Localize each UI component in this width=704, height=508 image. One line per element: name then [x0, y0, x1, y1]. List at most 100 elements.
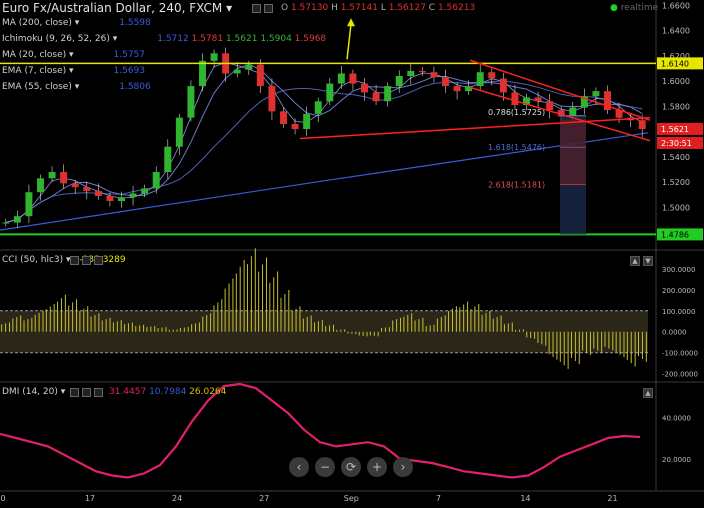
candle-body — [2, 222, 10, 224]
candle-body — [83, 187, 91, 191]
candle-body — [384, 86, 392, 102]
candle-body — [94, 190, 102, 196]
fib-0786-label: 0.786(1.5725) — [488, 108, 545, 117]
chart-title[interactable]: Euro Fx/Australian Dollar, 240, FXCM ▾ — [2, 1, 233, 15]
time-tick-label: 27 — [259, 494, 269, 503]
scroll-right-button[interactable]: › — [393, 457, 413, 477]
candle-body — [442, 77, 449, 87]
dmi-tick-label: 20.0000 — [662, 456, 691, 464]
cci-band — [0, 310, 648, 353]
candle-body — [395, 76, 403, 87]
candle-body — [326, 83, 334, 102]
candle-body — [546, 101, 554, 111]
dmi-settings-icon[interactable] — [70, 388, 79, 397]
support-badge-bg — [657, 228, 703, 241]
pane-up-icon-2[interactable]: ▲ — [643, 388, 653, 398]
candle-body — [199, 60, 206, 87]
candle-body — [638, 120, 646, 130]
candle-body — [418, 70, 426, 73]
legend-label: MA (20, close) ▾ — [2, 50, 74, 60]
legend-label: MA (200, close) ▾ — [2, 18, 80, 28]
ema55-line — [5, 80, 643, 223]
settings-icon[interactable] — [252, 4, 261, 13]
last-price-badge-bg — [657, 122, 703, 135]
scroll-left-button[interactable]: ‹ — [289, 457, 309, 477]
candle-body — [291, 124, 299, 130]
legend-row[interactable]: EMA (7, close) ▾ 1.5693 — [2, 65, 145, 77]
candle-body — [25, 192, 33, 217]
legend-row[interactable]: EMA (55, close) ▾ 1.5806 — [2, 81, 151, 93]
candle-body — [534, 97, 542, 102]
legend-value: 1.5757 — [113, 50, 146, 60]
dmi-hide-icon[interactable] — [82, 388, 91, 397]
candle-body — [361, 83, 368, 93]
candle-body — [430, 72, 438, 78]
hide-icon[interactable] — [264, 4, 273, 13]
price-tick-label: 1.6200 — [662, 52, 690, 61]
dmi-line — [0, 382, 641, 479]
cci-tick-label: 100.0000 — [662, 308, 695, 316]
candle-body — [245, 64, 253, 70]
fib-2618-label: 2.618(1.5181) — [488, 181, 545, 190]
candle-body — [349, 73, 357, 84]
cci-hide-icon[interactable] — [82, 256, 91, 265]
dmi-tick-label: 40.0000 — [662, 414, 691, 422]
pane-up-icon[interactable]: ▲ — [630, 256, 640, 266]
pane-down-icon[interactable]: ▼ — [643, 256, 653, 266]
dmi-label[interactable]: DMI (14, 20) ▾ 31.4457 10.7984 26.0264 — [2, 387, 227, 397]
candle-body — [71, 183, 79, 188]
cci-tick-label: -100.0000 — [662, 350, 698, 358]
legend-value: 1.5712 — [157, 34, 192, 44]
candle-body — [129, 193, 137, 198]
trendline — [469, 59, 651, 121]
price-tick-label: 1.6600 — [662, 1, 690, 10]
cci-close-icon[interactable] — [94, 256, 103, 265]
main-price-panel: 0.786(1.5725) 1.618(1.5476) 2.618(1.5181) — [0, 18, 656, 236]
candle-body — [592, 91, 600, 97]
zoom-out-button[interactable]: − — [315, 457, 335, 477]
candle-body — [453, 86, 461, 92]
legend-row[interactable]: MA (20, close) ▾ 1.5757 — [2, 49, 145, 61]
candle-body — [407, 70, 415, 76]
time-tick-label: 17 — [85, 494, 95, 503]
legend-label: EMA (55, close) ▾ — [2, 82, 80, 92]
grid — [0, 0, 704, 492]
dmi-close-icon[interactable] — [94, 388, 103, 397]
candle-body — [118, 197, 125, 202]
candle-body — [152, 172, 160, 189]
candle-body — [141, 188, 149, 194]
last-price-badge: 1.5621 — [661, 125, 689, 134]
candle-body — [164, 146, 172, 172]
time-tick-label: 21 — [607, 494, 617, 503]
time-tick-label: Sep — [344, 494, 359, 503]
candle-body — [60, 172, 68, 184]
fib-projection-fill — [560, 119, 586, 185]
candle-body — [13, 216, 21, 223]
zoom-in-button[interactable]: + — [367, 457, 387, 477]
legend-value: 1.5693 — [113, 66, 146, 76]
legend-row[interactable]: Ichimoku (9, 26, 52, 26) ▾ 1.5712 1.5781 … — [2, 33, 326, 45]
reset-button[interactable]: ⟳ — [341, 457, 361, 477]
countdown-badge: 2:30:51 — [661, 139, 692, 148]
fib-projection-box — [560, 115, 586, 235]
candle-body — [175, 117, 183, 147]
candle-body — [476, 72, 484, 87]
candle-body — [256, 64, 264, 87]
candle-body — [268, 86, 276, 112]
candle-body — [337, 73, 345, 84]
cci-settings-icon[interactable] — [70, 256, 79, 265]
legend-row[interactable]: MA (200, close) ▾ 1.5598 — [2, 17, 151, 29]
fib-1618-label: 1.618(1.5476) — [488, 143, 545, 152]
price-tick-label: 1.5400 — [662, 153, 690, 162]
candle-body — [557, 110, 565, 117]
candle-body — [187, 86, 195, 118]
cci-tick-label: 200.0000 — [662, 287, 695, 295]
legend-value: 1.5904 — [260, 34, 295, 44]
trendline — [299, 116, 651, 140]
candle-body — [280, 111, 287, 124]
price-tick-label: 1.5200 — [662, 178, 690, 187]
cci-label[interactable]: CCI (50, hlc3) ▾ -133.3289 — [2, 255, 126, 265]
legend-value: 1.5781 — [191, 34, 226, 44]
cci-tick-label: 0.0000 — [662, 329, 687, 337]
